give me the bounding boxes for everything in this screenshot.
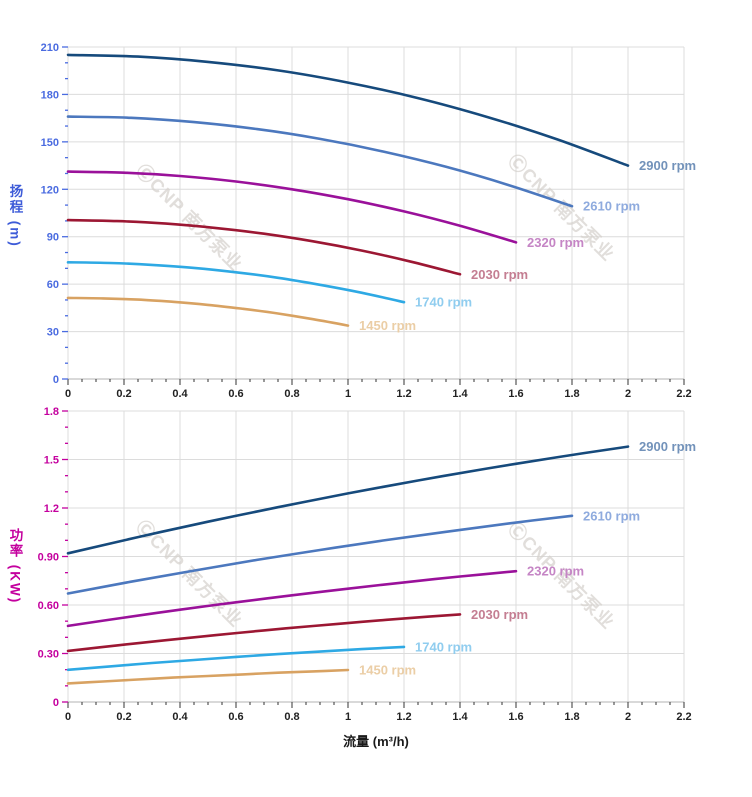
- curve-label-2030-rpm: 2030 rpm: [471, 607, 528, 622]
- curve-1450-rpm-power-vs-flow: [66, 668, 350, 685]
- curve-label-2320-rpm: 2320 rpm: [527, 564, 584, 579]
- curve-label-2030-rpm: 2030 rpm: [471, 267, 528, 282]
- y-tick-label: 0: [53, 697, 59, 709]
- x-tick-label: 2: [625, 711, 631, 723]
- x-tick-label: 0: [65, 711, 71, 723]
- x-tick-label: 1.2: [396, 711, 411, 723]
- y-tick-label: 1.5: [44, 455, 59, 467]
- x-tick-label: 2: [625, 388, 631, 400]
- curve-label-1740-rpm: 1740 rpm: [415, 639, 472, 654]
- x-tick-label: 0.4: [172, 711, 188, 723]
- flow-axis-title: 流量 (m³/h): [343, 734, 409, 749]
- x-tick-label: 1.8: [564, 388, 579, 400]
- x-tick-label: 1.8: [564, 711, 579, 723]
- x-tick-label: 0.2: [116, 388, 131, 400]
- y-tick-label: 1.8: [44, 406, 59, 418]
- x-tick-label: 0.6: [228, 388, 243, 400]
- x-tick-label: 0.8: [284, 711, 299, 723]
- curve-2900-rpm-power-vs-flow: [66, 445, 630, 555]
- y-tick-label: 60: [47, 279, 59, 291]
- y-tick-label: 90: [47, 232, 59, 244]
- curve-label-1450-rpm: 1450 rpm: [359, 318, 416, 333]
- curve-2320-rpm-power-vs-flow: [66, 569, 518, 628]
- curve-label-1740-rpm: 1740 rpm: [415, 295, 472, 310]
- x-tick-label: 1: [345, 388, 351, 400]
- curve-label-2900-rpm: 2900 rpm: [639, 158, 696, 173]
- curve-2030-rpm-head-vs-flow: [66, 218, 462, 276]
- curve-label-2610-rpm: 2610 rpm: [583, 199, 640, 214]
- y-tick-label: 210: [41, 42, 59, 54]
- curve-label-2900-rpm: 2900 rpm: [639, 439, 696, 454]
- y-tick-label: 0.30: [38, 649, 59, 661]
- y-tick-label: 0: [53, 374, 59, 386]
- y-tick-label: 120: [41, 184, 59, 196]
- x-tick-label: 1.6: [508, 388, 523, 400]
- x-tick-label: 0.6: [228, 711, 243, 723]
- curve-2610-rpm-power-vs-flow: [66, 514, 574, 595]
- x-tick-label: 1.4: [452, 711, 468, 723]
- x-tick-label: 1.4: [452, 388, 468, 400]
- curve-label-1450-rpm: 1450 rpm: [359, 662, 416, 677]
- y-tick-label: 0.90: [38, 552, 59, 564]
- curve-1740-rpm-power-vs-flow: [66, 645, 406, 672]
- y-tick-label: 150: [41, 137, 59, 149]
- power-axis-title: 功率 (KW): [7, 528, 23, 605]
- x-tick-label: 1.2: [396, 388, 411, 400]
- x-tick-label: 0.8: [284, 388, 299, 400]
- y-tick-label: 180: [41, 89, 59, 101]
- x-tick-label: 0: [65, 388, 71, 400]
- y-tick-label: 0.60: [38, 600, 59, 612]
- curve-2320-rpm-head-vs-flow: [66, 170, 518, 244]
- y-tick-label: 30: [47, 327, 59, 339]
- x-tick-label: 0.2: [116, 711, 131, 723]
- curve-1450-rpm-head-vs-flow: [66, 296, 350, 327]
- curve-2030-rpm-power-vs-flow: [66, 613, 462, 653]
- curve-label-2320-rpm: 2320 rpm: [527, 235, 584, 250]
- x-tick-label: 2.2: [676, 388, 691, 400]
- curve-2900-rpm-head-vs-flow: [66, 53, 630, 167]
- x-tick-label: 2.2: [676, 711, 691, 723]
- curve-1740-rpm-head-vs-flow: [66, 261, 406, 304]
- x-tick-label: 0.4: [172, 388, 188, 400]
- x-tick-label: 1.6: [508, 711, 523, 723]
- head-axis-title: 扬程 (m): [7, 184, 23, 248]
- x-tick-label: 1: [345, 711, 351, 723]
- curve-label-2610-rpm: 2610 rpm: [583, 508, 640, 523]
- y-tick-label: 1.2: [44, 503, 59, 515]
- curve-2610-rpm-head-vs-flow: [66, 115, 574, 208]
